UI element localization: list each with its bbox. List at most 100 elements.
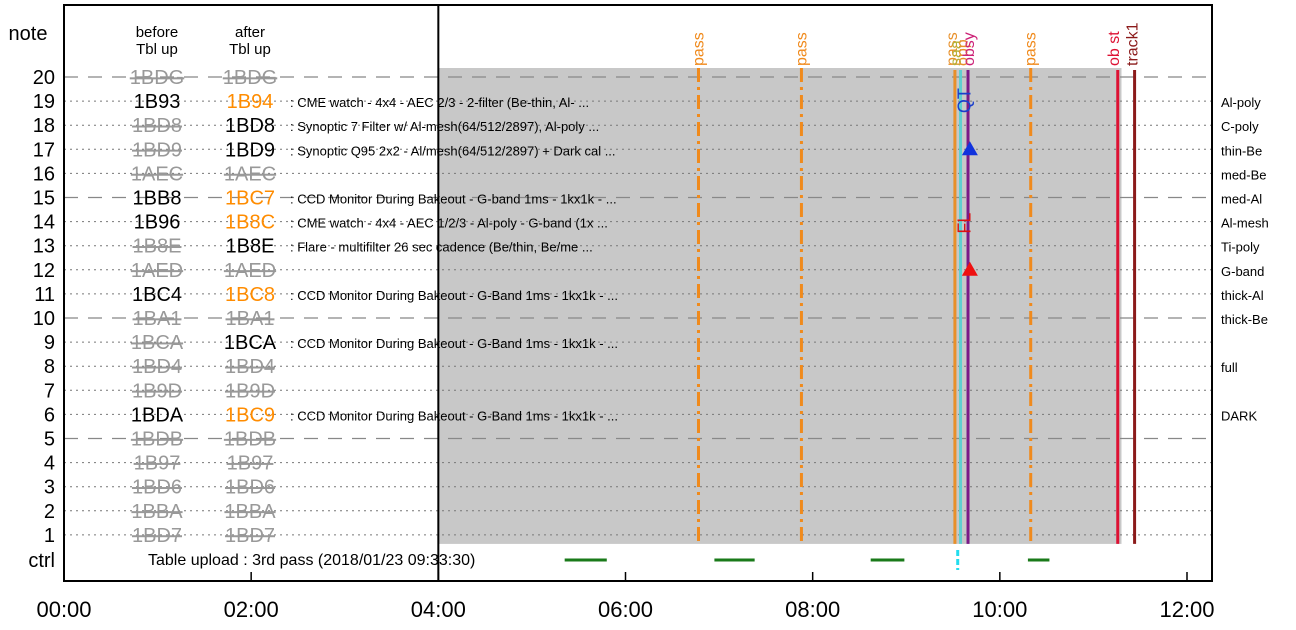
after-cell: 1BBA xyxy=(224,501,276,523)
after-cell: 1BCA xyxy=(224,332,277,354)
event-label: ob st xyxy=(1106,31,1123,66)
row-number: 13 xyxy=(33,236,55,258)
event-label: saa xyxy=(948,40,965,66)
filter-label: DARK xyxy=(1221,408,1257,423)
row-number: 8 xyxy=(44,356,55,378)
before-cell: 1B8E xyxy=(133,236,182,258)
x-tick-label: 08:00 xyxy=(785,597,840,622)
event-label: opp xyxy=(954,39,971,66)
row-description: : Flare - multifilter 26 sec cadence (Be… xyxy=(290,240,593,255)
after-cell: 1BC8 xyxy=(225,284,275,306)
before-cell: 1BDB xyxy=(131,429,183,451)
before-cell: 1BBA xyxy=(131,501,183,523)
pass-label: pass xyxy=(793,32,810,66)
before-cell: 1BD8 xyxy=(132,115,182,137)
row-number: 11 xyxy=(34,284,55,306)
marker-label: FL xyxy=(954,213,974,234)
row-number: 14 xyxy=(33,212,55,234)
after-cell: 1BDB xyxy=(224,429,276,451)
y-axis-label: note xyxy=(9,23,48,45)
filter-label: med-Be xyxy=(1221,167,1267,182)
event-label: obsy xyxy=(961,32,978,66)
x-tick-label: 10:00 xyxy=(972,597,1027,622)
row-number: 20 xyxy=(33,67,55,89)
before-cell: 1BDG xyxy=(130,67,184,89)
filter-label: G-band xyxy=(1221,264,1264,279)
row-number: 16 xyxy=(33,163,55,185)
x-tick-label: 06:00 xyxy=(598,597,653,622)
row-description: : CCD Monitor During Bakeout - G-band 1m… xyxy=(290,192,617,207)
row-number: 5 xyxy=(44,429,55,451)
event-label: track1 xyxy=(1125,22,1142,66)
filter-label: med-Al xyxy=(1221,192,1262,207)
before-cell: 1BDA xyxy=(131,404,184,426)
before-cell: 1AEC xyxy=(131,163,183,185)
col-header-before: before xyxy=(136,24,179,41)
row-number: 7 xyxy=(44,380,55,402)
before-cell: 1BC4 xyxy=(132,284,182,306)
ctrl-text: Table upload : 3rd pass (2018/01/23 09:3… xyxy=(148,552,475,569)
filter-label: thick-Be xyxy=(1221,312,1268,327)
pass-label: pass xyxy=(1023,32,1040,66)
after-cell: 1B97 xyxy=(227,453,274,475)
marker-label: QT xyxy=(954,88,974,113)
row-number: 2 xyxy=(44,501,55,523)
row-number: 9 xyxy=(44,332,55,354)
pass-label: pass xyxy=(690,32,707,66)
after-cell: 1B8C xyxy=(225,212,275,234)
row-description: : CCD Monitor During Bakeout - G-Band 1m… xyxy=(290,336,618,351)
before-cell: 1BD9 xyxy=(132,139,182,161)
after-cell: 1AED xyxy=(224,260,276,282)
row-number: 1 xyxy=(44,525,55,547)
filter-label: Al-poly xyxy=(1221,95,1261,110)
filter-label: Ti-poly xyxy=(1221,240,1260,255)
row-description: : CCD Monitor During Bakeout - G-Band 1m… xyxy=(290,408,618,423)
filter-label: thin-Be xyxy=(1221,143,1262,158)
col-header-after: after xyxy=(235,24,265,41)
plot-frame xyxy=(63,4,1213,582)
col-header-before: Tbl up xyxy=(136,41,178,58)
after-cell: 1BD4 xyxy=(225,356,275,378)
before-cell: 1BB8 xyxy=(133,188,182,210)
col-header-after: Tbl up xyxy=(229,41,271,58)
after-cell: 1BD6 xyxy=(225,477,275,499)
triangle-marker xyxy=(961,141,978,156)
before-cell: 1B96 xyxy=(134,212,181,234)
row-number: 12 xyxy=(33,260,55,282)
shaded-region xyxy=(438,68,1122,544)
after-cell: 1B9D xyxy=(225,380,275,402)
row-number: 19 xyxy=(33,91,55,113)
after-cell: 1BC9 xyxy=(225,404,275,426)
before-cell: 1AED xyxy=(131,260,183,282)
row-number: 15 xyxy=(33,188,55,210)
after-cell: 1BD8 xyxy=(225,115,275,137)
after-cell: 1B8E xyxy=(226,236,275,258)
after-cell: 1B94 xyxy=(227,91,274,113)
row-description: : CCD Monitor During Bakeout - G-Band 1m… xyxy=(290,288,618,303)
before-cell: 1BA1 xyxy=(133,308,182,330)
row-number: 6 xyxy=(44,404,55,426)
before-cell: 1BD7 xyxy=(132,525,182,547)
row-number: 17 xyxy=(33,139,55,161)
row-description: : CME watch - 4x4 - AEC 1/2/3 - Al-poly … xyxy=(290,216,608,231)
filter-label: thick-Al xyxy=(1221,288,1264,303)
event-label: pass xyxy=(944,32,961,66)
filter-label: C-poly xyxy=(1221,119,1259,134)
before-cell: 1BD6 xyxy=(132,477,182,499)
before-cell: 1BCA xyxy=(131,332,184,354)
row-description: : CME watch - 4x4 - AEC 2/3 - 2-filter (… xyxy=(290,95,589,110)
after-cell: 1BC7 xyxy=(225,188,275,210)
after-cell: 1BDG xyxy=(223,67,277,89)
after-cell: 1AEC xyxy=(224,163,276,185)
after-cell: 1BA1 xyxy=(226,308,275,330)
x-tick-label: 00:00 xyxy=(36,597,91,622)
before-cell: 1BD4 xyxy=(132,356,182,378)
row-description: : Synoptic 7 Filter w/ Al-mesh(64/512/28… xyxy=(290,119,599,134)
x-tick-label: 12:00 xyxy=(1159,597,1214,622)
filter-label: Al-mesh xyxy=(1221,216,1269,231)
before-cell: 1B97 xyxy=(134,453,181,475)
before-cell: 1B93 xyxy=(134,91,181,113)
after-cell: 1BD9 xyxy=(225,139,275,161)
triangle-marker xyxy=(961,261,978,276)
